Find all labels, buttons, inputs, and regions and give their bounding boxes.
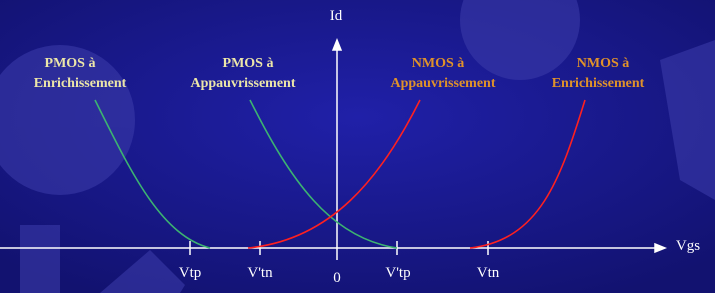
page: Id Vgs Vtp V'tn 0 V'tp Vtn PMOS à Enrich…: [0, 0, 715, 293]
curve-label: Enrichissement: [552, 76, 645, 91]
curve-label: PMOS à: [45, 56, 96, 71]
diagram: Id Vgs Vtp V'tn 0 V'tp Vtn PMOS à Enrich…: [0, 0, 715, 293]
tick-label: Vtn: [477, 265, 500, 281]
tick-label: V'tp: [385, 265, 410, 281]
curve-label: NMOS à: [577, 56, 630, 71]
curve-label: NMOS à: [412, 56, 465, 71]
tick-label: Vtp: [179, 265, 202, 281]
x-axis-label: Vgs: [676, 238, 700, 254]
curve-label: Appauvrissement: [390, 76, 495, 91]
curve-label: Enrichissement: [34, 76, 127, 91]
curve-label: PMOS à: [223, 56, 274, 71]
tick-label: 0: [333, 270, 341, 286]
tick-label: V'tn: [247, 265, 273, 281]
curve-label: Appauvrissement: [190, 76, 295, 91]
y-axis-label: Id: [330, 8, 343, 24]
